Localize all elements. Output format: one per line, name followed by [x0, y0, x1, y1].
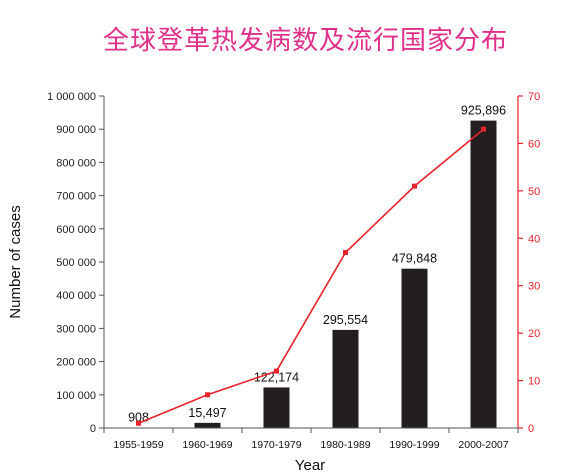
right-tick-label: 30 — [528, 281, 540, 293]
right-y-axis: 0 10 20 30 40 50 60 70 — [517, 91, 540, 435]
line-point — [343, 250, 348, 256]
right-tick-label: 20 — [528, 328, 540, 340]
right-tick-label: 0 — [528, 423, 534, 435]
bar — [401, 268, 428, 428]
bar — [263, 387, 290, 428]
bar-value-label: 479,848 — [392, 252, 437, 266]
line-point — [274, 368, 279, 374]
bar-value-label: 295,554 — [323, 313, 368, 327]
page-title: 全球登革热发病数及流行国家分布 — [102, 26, 508, 56]
line-point — [136, 420, 141, 426]
right-tick-label: 60 — [528, 138, 540, 150]
left-tick-label: 900 000 — [56, 124, 96, 136]
x-axis: 1955-1959 1960-1969 1970-1979 1980-1989 1990… — [103, 427, 519, 451]
x-category-label: 1970-1979 — [251, 439, 301, 451]
left-tick-label: 500 000 — [56, 257, 96, 269]
x-category-label: 1980-1989 — [320, 439, 370, 451]
bar-value-label: 925,896 — [461, 104, 506, 118]
left-tick-label: 100 000 — [56, 390, 96, 402]
right-tick-label: 40 — [528, 233, 540, 245]
left-tick-label: 700 000 — [56, 191, 96, 203]
line-point — [412, 183, 417, 189]
right-tick-label: 50 — [528, 186, 540, 198]
country-count-line — [138, 128, 485, 424]
bar — [470, 120, 497, 428]
bar — [332, 329, 359, 428]
bar-value-label: 122,174 — [254, 370, 299, 384]
right-tick-label: 10 — [528, 376, 540, 388]
right-tick-label: 70 — [528, 91, 540, 103]
x-category-label: 1960-1969 — [182, 439, 232, 451]
y-axis-title: Number of cases — [7, 205, 24, 318]
x-category-label: 2000-2007 — [458, 439, 508, 451]
left-tick-label: 300 000 — [56, 323, 96, 335]
left-tick-label: 200 000 — [56, 357, 96, 369]
left-y-axis: 0 100 000 200 000 300 000 400 000 500 000 600 … — [47, 91, 105, 435]
bar — [194, 422, 221, 428]
line-point — [481, 126, 486, 132]
left-tick-label: 800 000 — [56, 157, 96, 169]
x-category-label: 1955-1959 — [113, 439, 163, 451]
x-category-label: 1990-1999 — [389, 439, 439, 451]
line-point — [205, 392, 210, 398]
x-axis-title: Year — [295, 457, 325, 474]
left-tick-label: 0 — [90, 423, 96, 435]
bar-value-label: 15,497 — [188, 406, 226, 420]
line-series — [136, 126, 486, 426]
left-tick-label: 1 000 000 — [47, 91, 96, 103]
left-tick-label: 600 000 — [56, 224, 96, 236]
left-tick-label: 400 000 — [56, 290, 96, 302]
